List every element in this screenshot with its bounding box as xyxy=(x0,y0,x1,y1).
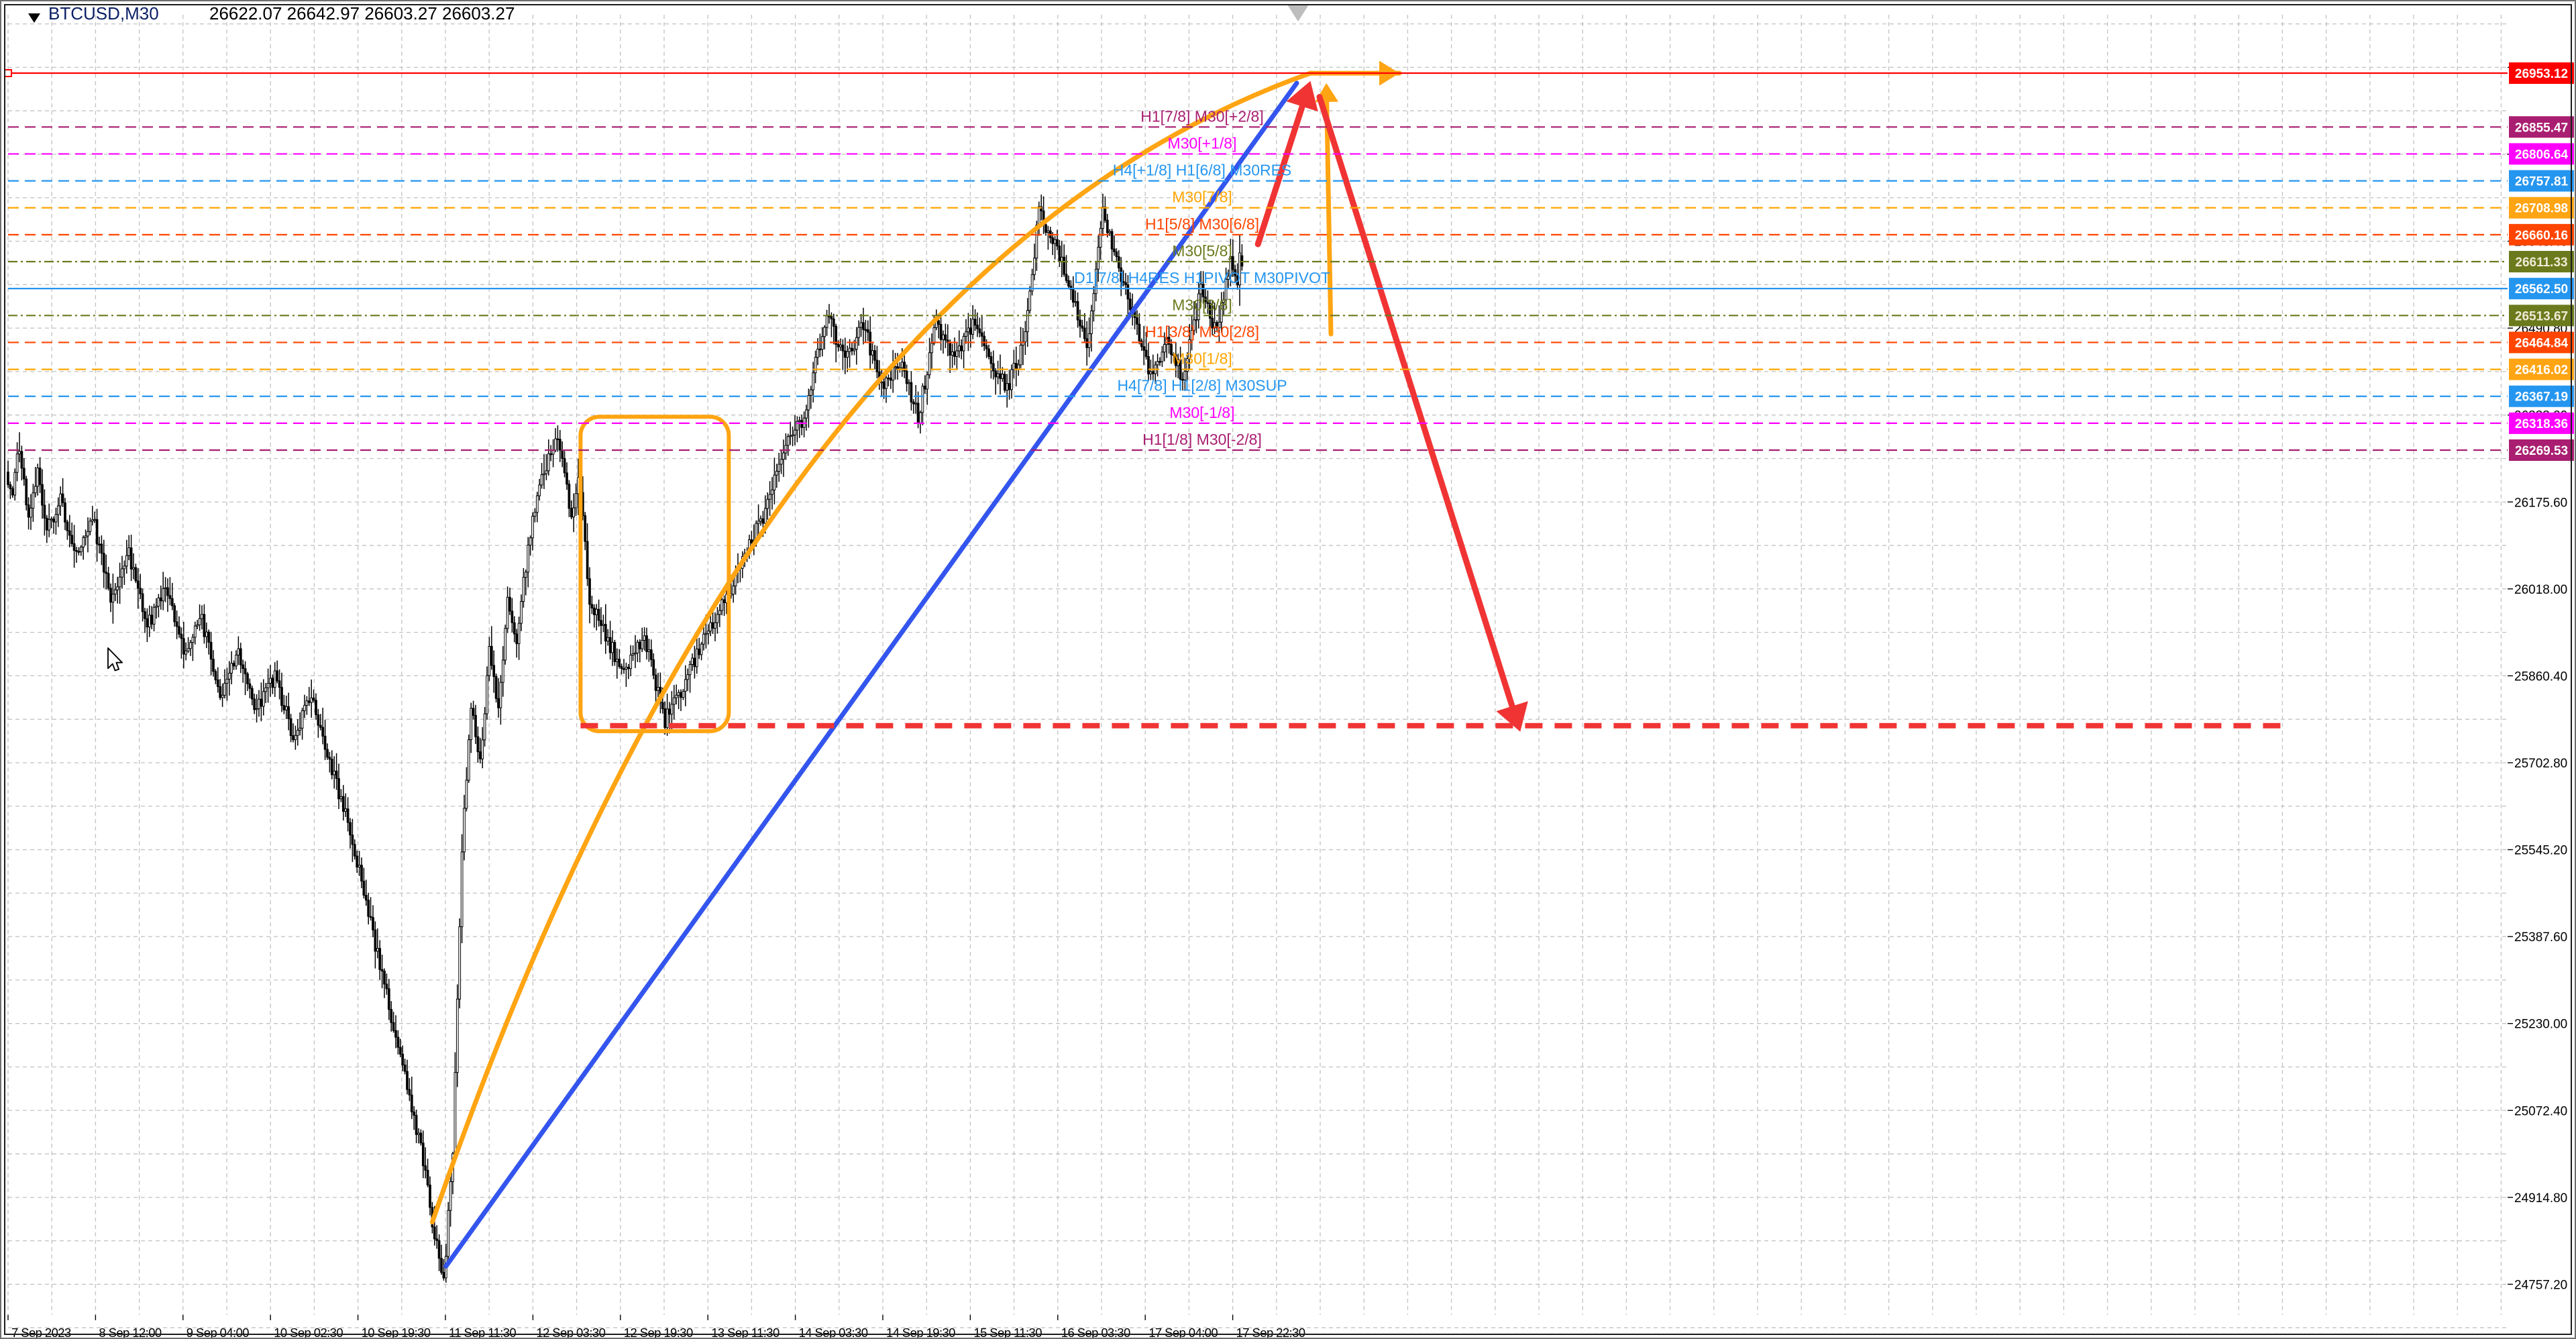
svg-text:26269.53: 26269.53 xyxy=(2515,444,2568,458)
svg-text:15 Sep 11:30: 15 Sep 11:30 xyxy=(973,1326,1042,1339)
svg-text:8 Sep 12:00: 8 Sep 12:00 xyxy=(99,1326,161,1339)
svg-text:H4[7/8] H1[2/8] M30SUP: H4[7/8] H1[2/8] M30SUP xyxy=(1117,377,1287,394)
svg-text:26018.00: 26018.00 xyxy=(2514,583,2567,597)
svg-text:H1[7/8] M30[+2/8]: H1[7/8] M30[+2/8] xyxy=(1140,107,1263,125)
svg-text:24914.80: 24914.80 xyxy=(2514,1191,2567,1206)
svg-text:H4[+1/8] H1[6/8] M30RES: H4[+1/8] H1[6/8] M30RES xyxy=(1113,162,1292,179)
svg-text:26806.64: 26806.64 xyxy=(2515,148,2569,162)
svg-text:26855.47: 26855.47 xyxy=(2515,121,2568,135)
svg-text:M30[7/8]: M30[7/8] xyxy=(1172,189,1232,206)
svg-text:26660.16: 26660.16 xyxy=(2515,229,2568,243)
svg-text:24757.20: 24757.20 xyxy=(2514,1278,2567,1292)
svg-text:26513.67: 26513.67 xyxy=(2515,309,2568,323)
svg-text:25230.00: 25230.00 xyxy=(2514,1018,2567,1032)
svg-text:26757.81: 26757.81 xyxy=(2515,175,2569,189)
svg-text:12 Sep 03:30: 12 Sep 03:30 xyxy=(536,1326,605,1339)
svg-text:17 Sep 22:30: 17 Sep 22:30 xyxy=(1236,1326,1305,1339)
svg-text:25860.40: 25860.40 xyxy=(2514,670,2567,684)
svg-text:26622.07 26642.97 26603.27 266: 26622.07 26642.97 26603.27 26603.27 xyxy=(209,3,515,23)
svg-text:M30[5/8]: M30[5/8] xyxy=(1172,242,1232,260)
svg-text:H1[1/8] M30[-2/8]: H1[1/8] M30[-2/8] xyxy=(1142,431,1262,448)
svg-text:13 Sep 11:30: 13 Sep 11:30 xyxy=(711,1326,780,1339)
svg-text:26318.36: 26318.36 xyxy=(2515,417,2568,431)
svg-text:26367.19: 26367.19 xyxy=(2515,390,2568,405)
svg-text:10 Sep 02:30: 10 Sep 02:30 xyxy=(274,1326,343,1339)
svg-text:H1[3/8] M30[2/8]: H1[3/8] M30[2/8] xyxy=(1145,323,1259,340)
svg-text:26175.60: 26175.60 xyxy=(2514,496,2567,510)
svg-text:11 Sep 11:30: 11 Sep 11:30 xyxy=(449,1326,516,1339)
svg-text:25387.60: 25387.60 xyxy=(2514,930,2567,945)
svg-text:26953.12: 26953.12 xyxy=(2515,67,2568,81)
svg-text:14 Sep 03:30: 14 Sep 03:30 xyxy=(799,1326,868,1339)
svg-text:26464.84: 26464.84 xyxy=(2515,336,2569,350)
svg-text:M30[-1/8]: M30[-1/8] xyxy=(1169,404,1234,421)
svg-text:7 Sep 2023: 7 Sep 2023 xyxy=(11,1326,71,1339)
svg-text:D1[7/8] H4RES H1PIVOT M30PIVOT: D1[7/8] H4RES H1PIVOT M30PIVOT xyxy=(1074,269,1330,286)
svg-text:25072.40: 25072.40 xyxy=(2514,1104,2567,1118)
svg-text:26708.98: 26708.98 xyxy=(2515,202,2568,216)
svg-text:M30[3/8]: M30[3/8] xyxy=(1172,296,1232,313)
svg-text:M30[1/8]: M30[1/8] xyxy=(1172,350,1232,368)
svg-text:26611.33: 26611.33 xyxy=(2515,256,2567,270)
svg-text:26416.02: 26416.02 xyxy=(2515,364,2568,378)
svg-text:16 Sep 03:30: 16 Sep 03:30 xyxy=(1061,1326,1130,1339)
svg-text:BTCUSD,M30: BTCUSD,M30 xyxy=(48,3,159,23)
svg-text:26562.50: 26562.50 xyxy=(2515,282,2568,297)
svg-text:14 Sep 19:30: 14 Sep 19:30 xyxy=(886,1326,955,1339)
svg-text:12 Sep 19:30: 12 Sep 19:30 xyxy=(624,1326,693,1339)
svg-text:17 Sep 04:00: 17 Sep 04:00 xyxy=(1148,1326,1218,1339)
svg-text:9 Sep 04:00: 9 Sep 04:00 xyxy=(186,1326,249,1339)
svg-text:25702.80: 25702.80 xyxy=(2514,757,2567,771)
svg-text:25545.20: 25545.20 xyxy=(2514,844,2567,858)
svg-text:10 Sep 19:30: 10 Sep 19:30 xyxy=(362,1326,431,1339)
svg-text:M30[+1/8]: M30[+1/8] xyxy=(1168,134,1237,152)
svg-text:H1[5/8] M30[6/8]: H1[5/8] M30[6/8] xyxy=(1145,215,1259,233)
